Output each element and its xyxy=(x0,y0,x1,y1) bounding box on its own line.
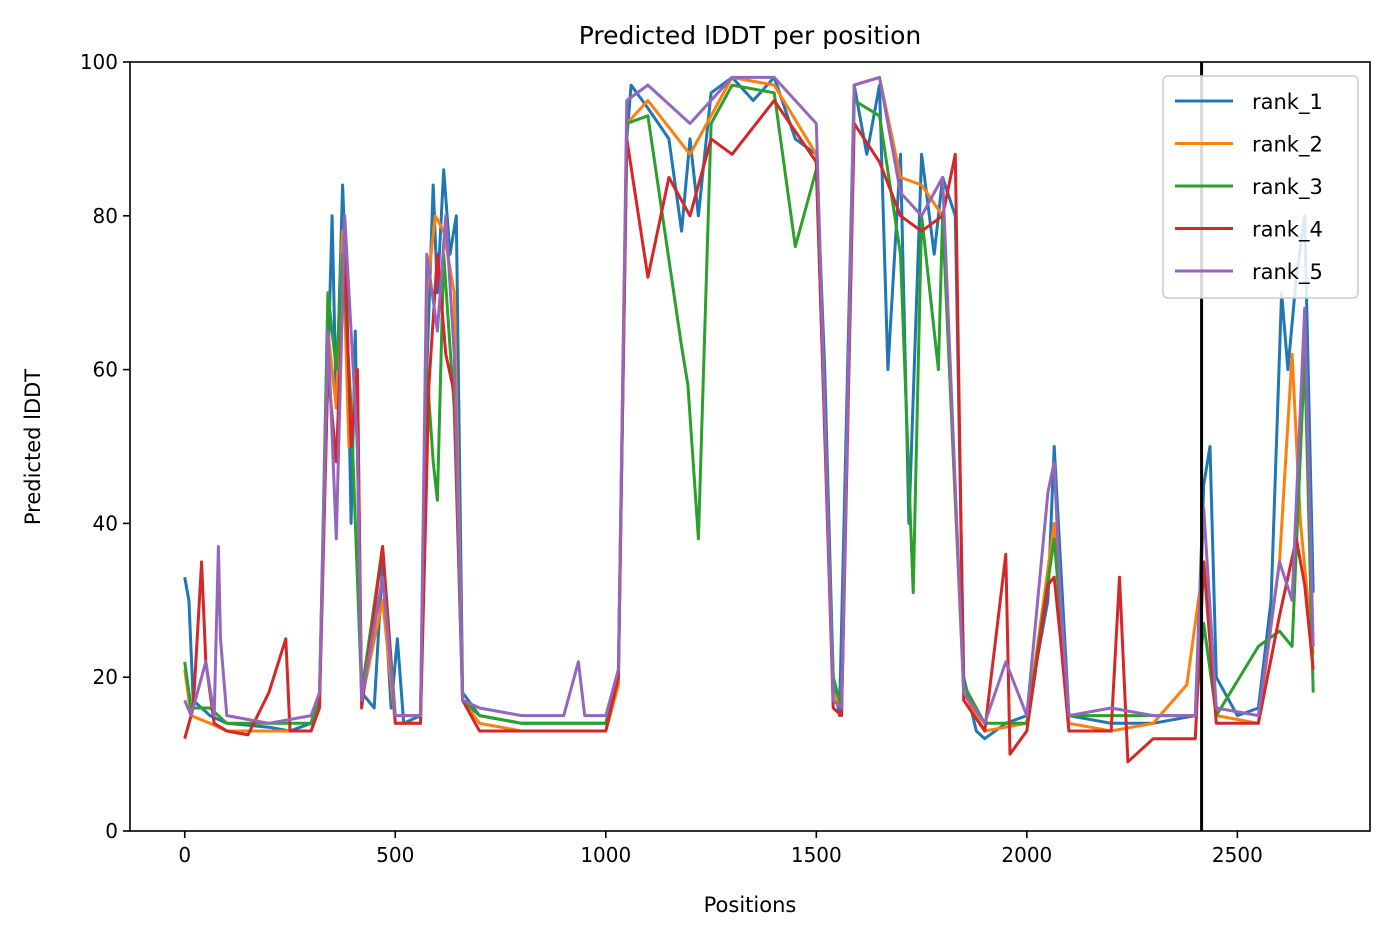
x-axis-label: Positions xyxy=(704,893,797,917)
x-tick-label: 1000 xyxy=(580,843,631,867)
legend: rank_1 rank_2 rank_3 rank_4 rank_5 xyxy=(1162,75,1359,299)
y-tick-label: 60 xyxy=(93,358,118,382)
x-tick-label: 500 xyxy=(376,843,414,867)
series-line-rank_5 xyxy=(183,75,1315,725)
plot-frame xyxy=(129,61,1371,832)
x-tick-label: 1500 xyxy=(791,843,842,867)
y-tick-label: 80 xyxy=(93,204,118,228)
chart-title: Predicted lDDT per position xyxy=(579,21,921,50)
legend-label-rank_1: rank_1 xyxy=(1252,90,1323,115)
series-layer xyxy=(183,75,1315,764)
x-tick-label: 2000 xyxy=(1001,843,1052,867)
y-axis-ticks: 0 20 40 60 80 100 xyxy=(80,50,130,843)
legend-label-rank_5: rank_5 xyxy=(1252,260,1323,285)
y-tick-label: 40 xyxy=(93,511,118,535)
legend-label-rank_2: rank_2 xyxy=(1252,133,1323,158)
x-axis-ticks: 0 500 1000 1500 2000 2500 xyxy=(178,831,1263,867)
y-tick-label: 0 xyxy=(105,819,118,843)
x-tick-label: 2500 xyxy=(1212,843,1263,867)
legend-box xyxy=(1162,75,1359,299)
y-tick-label: 20 xyxy=(93,665,118,689)
y-axis-label: Predicted lDDT xyxy=(21,369,45,525)
y-tick-label: 100 xyxy=(80,50,118,74)
x-tick-label: 0 xyxy=(178,843,191,867)
legend-label-rank_4: rank_4 xyxy=(1252,218,1323,243)
legend-label-rank_3: rank_3 xyxy=(1252,175,1323,200)
